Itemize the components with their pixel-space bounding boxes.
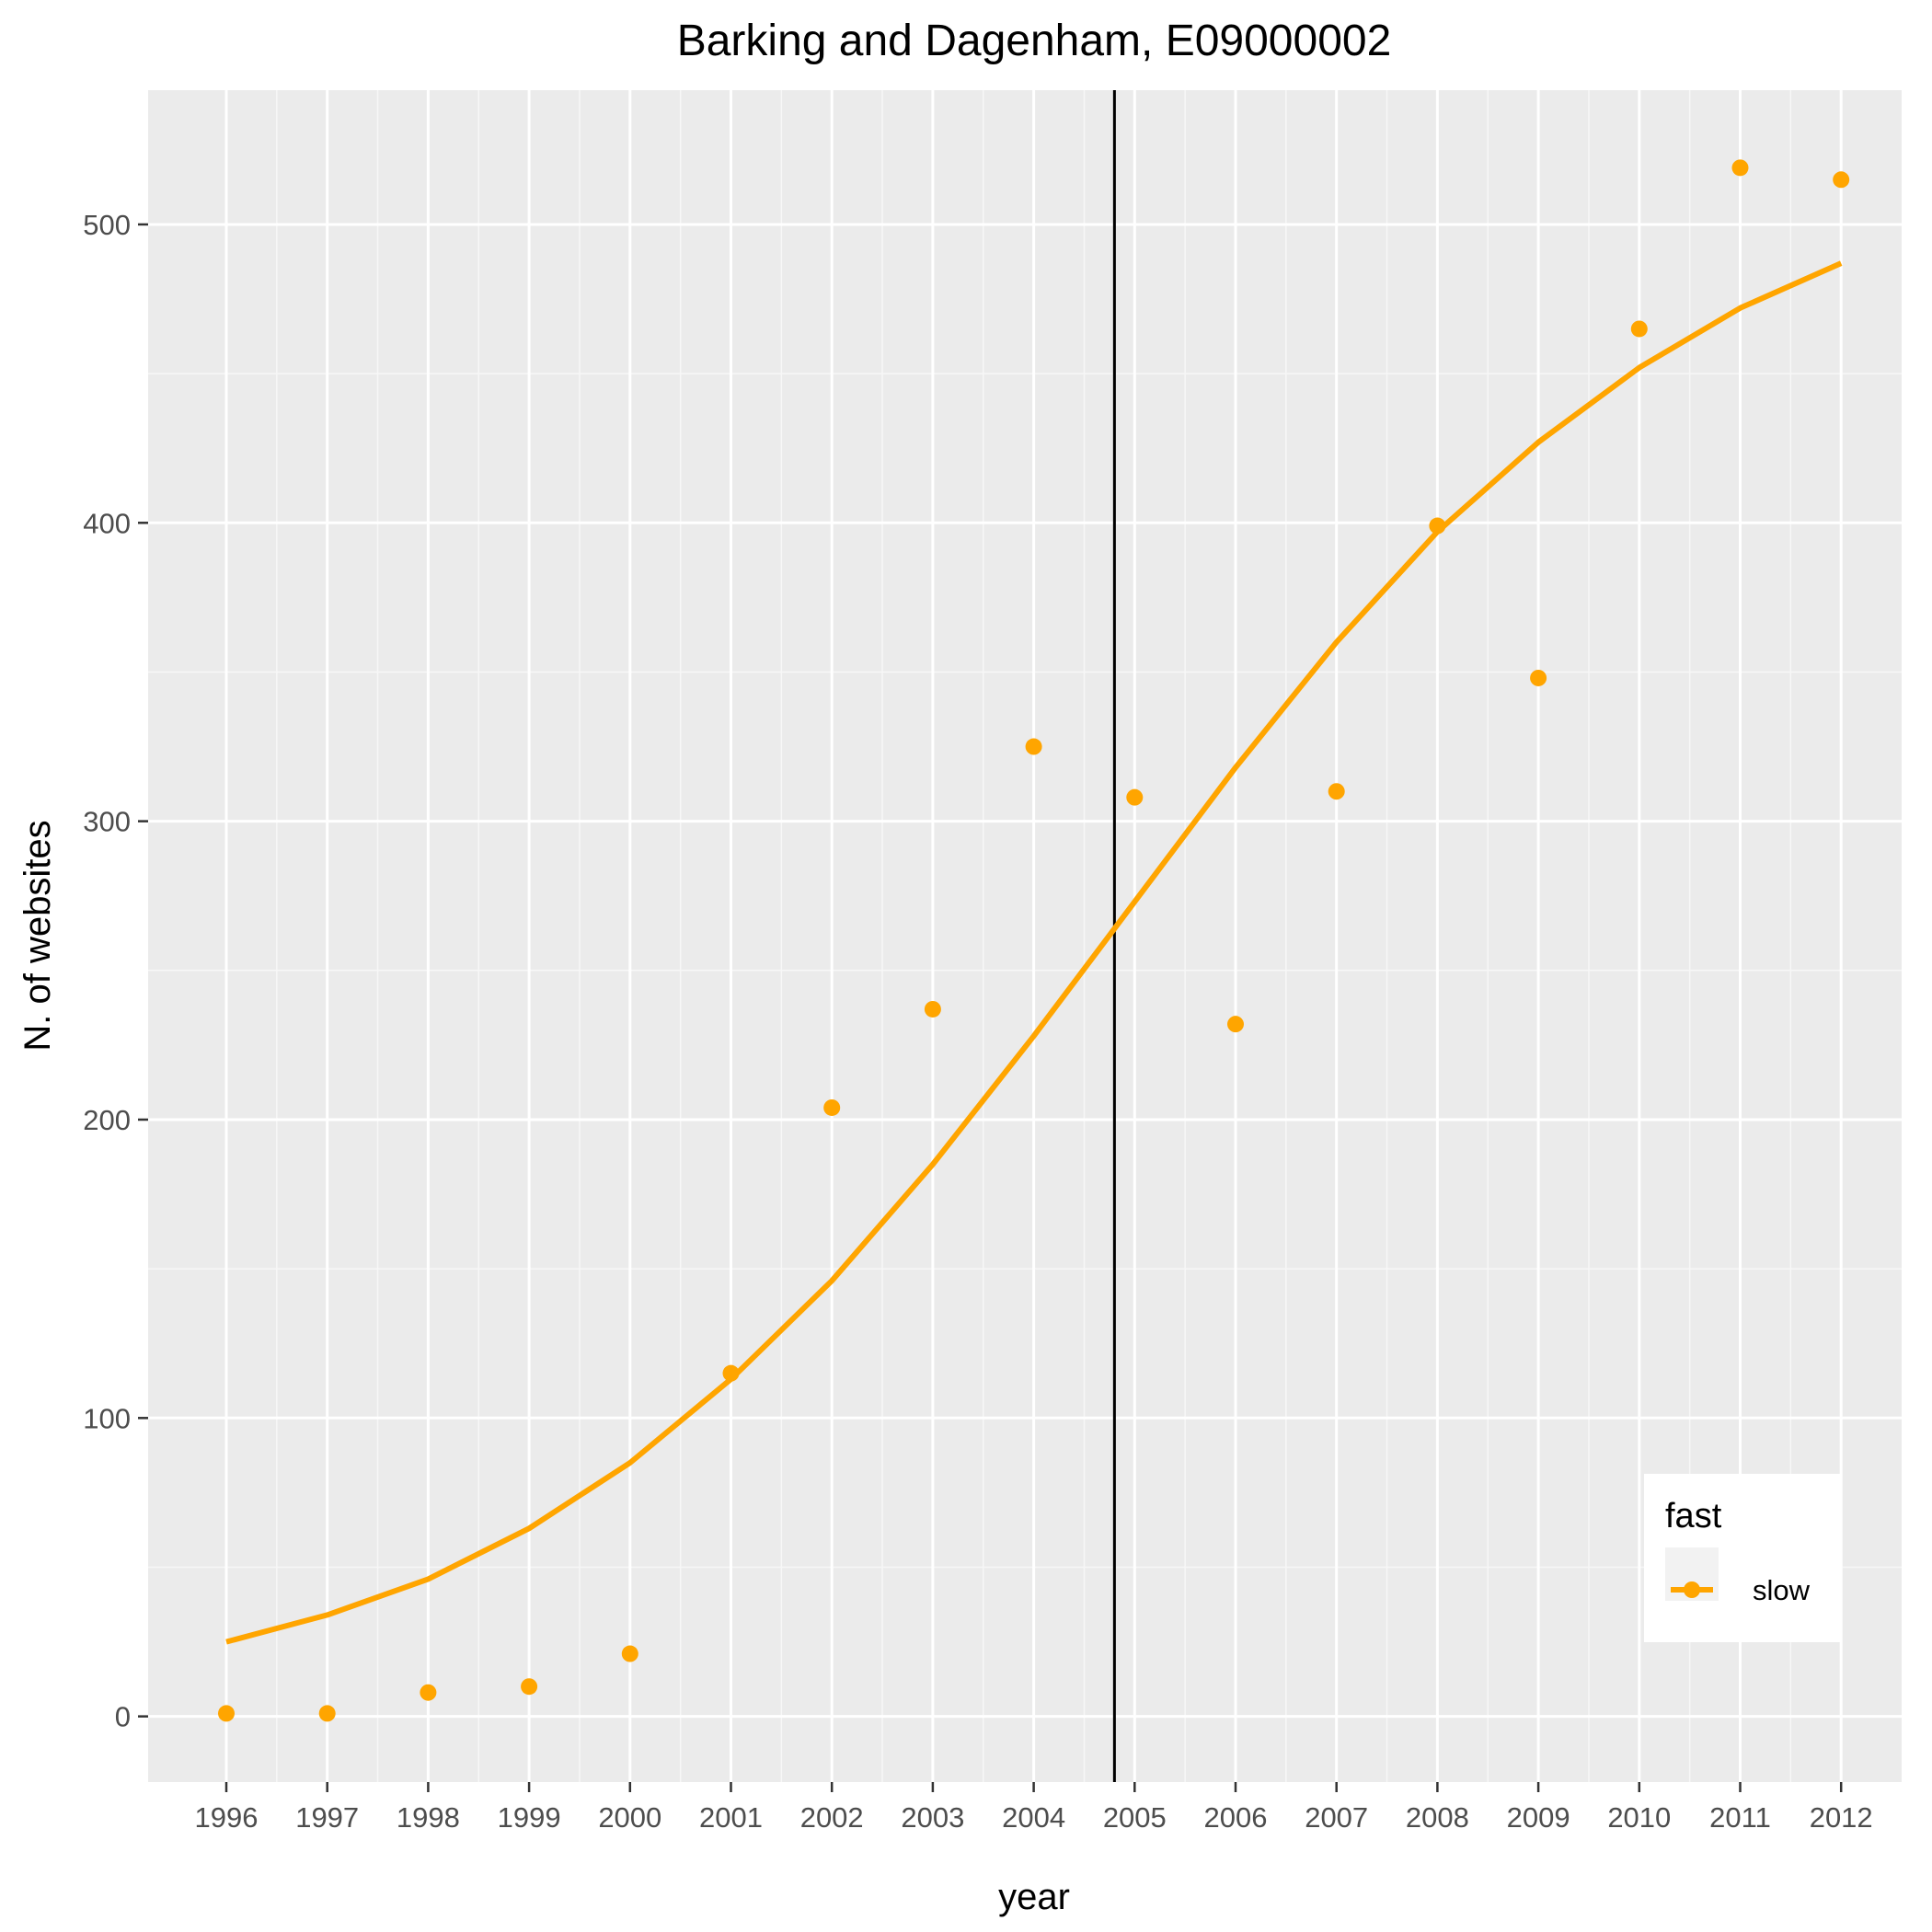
x-tick-label: 2005 (1103, 1801, 1167, 1834)
x-tick-label: 2000 (598, 1801, 661, 1834)
data-point (1227, 1016, 1244, 1033)
x-tick-label: 1998 (397, 1801, 460, 1834)
x-tick-label: 2009 (1507, 1801, 1570, 1834)
data-point (318, 1705, 336, 1722)
data-point (1328, 783, 1345, 800)
plot-panel (148, 90, 1902, 1782)
data-point (1731, 159, 1749, 177)
x-tick-label: 2006 (1204, 1801, 1268, 1834)
y-axis: 0 100 200 300 400 500 (83, 209, 148, 1733)
x-axis: 1996 1997 1998 1999 2000 2001 2002 2003 2004 2005… (195, 1782, 1873, 1834)
x-tick-label: 1997 (295, 1801, 359, 1834)
chart-title: Barking and Dagenham, E09000002 (677, 17, 1392, 65)
data-point (823, 1098, 841, 1116)
y-tick-label: 300 (83, 806, 131, 838)
trend-line (225, 260, 1843, 1645)
y-tick-label: 200 (83, 1104, 131, 1136)
x-tick-label: 2001 (699, 1801, 763, 1834)
data-point (924, 1000, 941, 1018)
y-tick-label: 100 (83, 1402, 131, 1434)
x-tick-label: 2003 (901, 1801, 964, 1834)
data-point (621, 1645, 638, 1662)
y-axis-title: N. of websites (17, 820, 58, 1051)
x-tick-label: 2007 (1305, 1801, 1368, 1834)
x-tick-label: 2008 (1406, 1801, 1469, 1834)
legend: fast slow (1644, 1474, 1840, 1642)
y-tick-label: 500 (83, 209, 131, 241)
data-point (1630, 320, 1648, 338)
data-point (218, 1705, 235, 1722)
x-axis-title: year (998, 1877, 1070, 1917)
y-tick-label: 0 (115, 1701, 131, 1733)
data-point (1429, 517, 1446, 535)
legend-label-slow: slow (1753, 1574, 1811, 1606)
data-points (218, 159, 1850, 1722)
x-tick-label: 1996 (195, 1801, 259, 1834)
grid-major (148, 90, 1902, 1782)
y-tick-label: 400 (83, 507, 131, 539)
data-point (1126, 788, 1144, 806)
data-point (722, 1364, 740, 1382)
data-point (521, 1678, 538, 1696)
data-point (420, 1684, 437, 1701)
x-tick-label: 1999 (498, 1801, 561, 1834)
legend-title: fast (1665, 1497, 1722, 1535)
x-tick-label: 2002 (800, 1801, 864, 1834)
data-point (1025, 738, 1042, 755)
x-tick-label: 2010 (1607, 1801, 1671, 1834)
x-tick-label: 2012 (1810, 1801, 1873, 1834)
x-tick-label: 2004 (1002, 1801, 1065, 1834)
data-point (1833, 171, 1850, 189)
legend-key-point (1684, 1581, 1700, 1598)
data-point (1530, 669, 1547, 686)
x-tick-label: 2011 (1709, 1801, 1771, 1834)
